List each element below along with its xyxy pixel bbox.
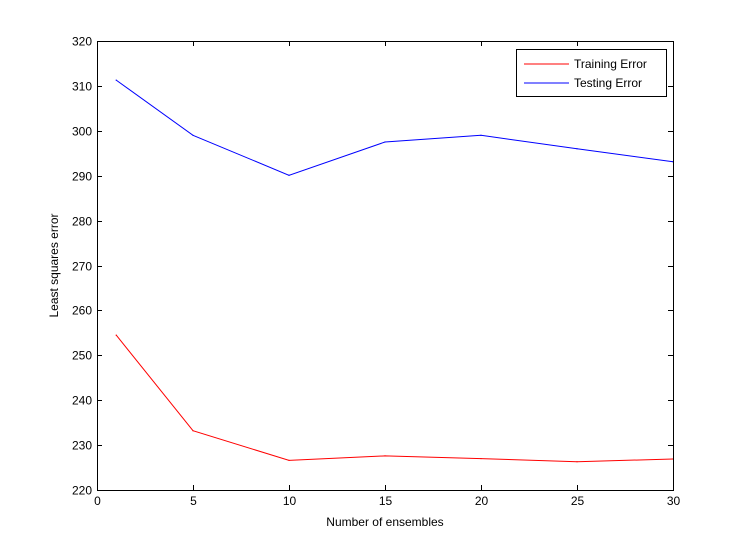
data-point [115,79,117,81]
x-axis-label: Number of ensembles [326,515,443,529]
plot-area [97,41,673,490]
data-point [192,134,194,136]
y-tick-label: 310 [72,80,92,94]
data-point [384,141,386,143]
y-tick-label: 290 [72,170,92,184]
x-tick-label: 20 [475,494,489,508]
legend-label: Testing Error [574,76,642,90]
x-tick-label: 25 [571,494,585,508]
y-tick-label: 240 [72,394,92,408]
data-point [115,334,117,336]
y-tick-label: 320 [72,35,92,49]
data-point [480,134,482,136]
y-tick-label: 270 [72,260,92,274]
y-tick-label: 250 [72,349,92,363]
y-axis: 220 230 240 250 260 270 280 290 300 310 320 [72,35,673,498]
x-tick-label: 30 [667,494,681,508]
x-tick-label: 10 [283,494,297,508]
y-tick-label: 280 [72,215,92,229]
data-point [576,148,578,150]
data-point [576,461,578,463]
legend: Training Error Testing Error [516,49,667,97]
x-tick-label: 15 [379,494,393,508]
data-point [384,455,386,457]
data-point [288,174,290,176]
x-tick-label: 5 [190,494,197,508]
y-axis-label: Least squares error [47,213,61,317]
y-tick-label: 260 [72,304,92,318]
plot-frame [97,41,674,491]
y-tick-label: 300 [72,125,92,139]
data-point [192,430,194,432]
y-tick-label: 220 [72,484,92,498]
data-point [480,457,482,460]
x-tick-label: 0 [94,494,101,508]
legend-label: Training Error [574,57,647,71]
y-tick-label: 230 [72,439,92,453]
legend-box [516,49,667,97]
data-point [288,459,290,461]
